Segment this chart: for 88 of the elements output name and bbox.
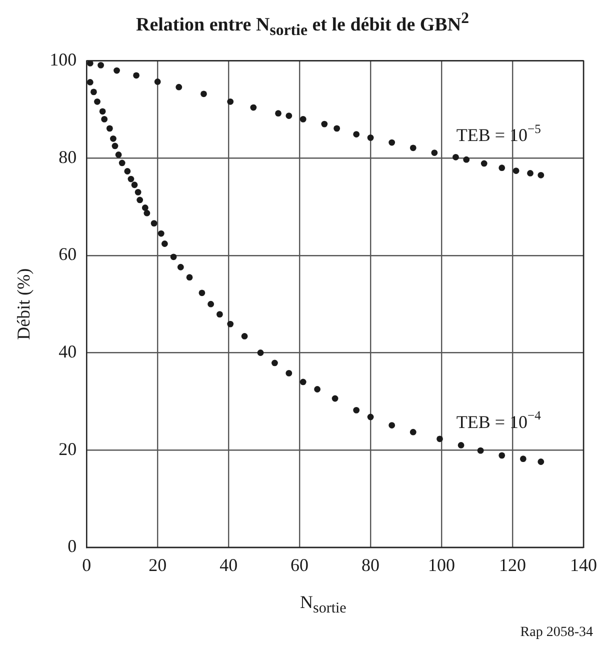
point <box>410 144 416 152</box>
point <box>198 290 206 296</box>
text: Rap 2058-34 <box>520 625 593 641</box>
point <box>94 98 100 105</box>
point <box>286 112 292 119</box>
point <box>110 135 116 142</box>
point <box>410 428 416 436</box>
point <box>512 168 520 174</box>
y-tick-label: 0 <box>68 536 77 556</box>
y-tick-label: 20 <box>58 438 77 459</box>
point <box>227 320 234 328</box>
point <box>300 116 306 122</box>
point <box>321 120 328 128</box>
point <box>498 452 506 459</box>
point <box>538 172 544 178</box>
point <box>498 164 506 172</box>
point <box>314 386 321 392</box>
point <box>388 139 396 146</box>
point <box>86 60 94 66</box>
point <box>527 170 534 176</box>
point <box>161 240 168 247</box>
x-tick-label: 140 <box>570 554 597 575</box>
point <box>101 116 108 122</box>
point <box>90 88 97 96</box>
point <box>186 274 193 281</box>
point <box>176 84 182 90</box>
point <box>106 125 113 132</box>
point <box>142 204 148 211</box>
point <box>200 90 207 98</box>
point <box>170 254 177 260</box>
point <box>353 131 360 138</box>
point <box>480 160 488 167</box>
y-tick-label: 80 <box>58 146 77 167</box>
point <box>367 134 374 141</box>
point <box>538 458 544 465</box>
point <box>300 378 306 386</box>
point <box>118 160 126 166</box>
point <box>86 79 94 86</box>
point <box>431 150 438 156</box>
point <box>150 220 158 227</box>
x-tick-label: 40 <box>220 554 238 575</box>
point <box>124 168 131 174</box>
y-tick-label: 60 <box>58 244 77 264</box>
point <box>154 78 161 85</box>
y-tick-label: 100 <box>50 50 77 70</box>
point <box>452 154 459 160</box>
x-tick-label: 20 <box>148 554 167 575</box>
point <box>353 406 360 414</box>
point <box>144 210 150 216</box>
point <box>115 152 122 158</box>
point <box>131 182 138 188</box>
x-tick-label: 60 <box>290 554 309 575</box>
point <box>520 456 526 462</box>
point <box>227 98 234 105</box>
point <box>133 72 140 79</box>
point <box>208 300 214 308</box>
point <box>388 422 396 428</box>
chart-title: Relation entre N$_{sortie}$ et le débit de GBN$^{2}$ <box>135 10 470 40</box>
point <box>286 370 292 376</box>
point <box>114 67 120 74</box>
point <box>477 447 484 454</box>
point <box>367 414 374 420</box>
point <box>332 395 338 402</box>
point <box>216 311 223 318</box>
point <box>128 176 134 182</box>
point <box>436 436 443 442</box>
x-axis-title: N$_{sortie}$ <box>300 592 346 618</box>
point <box>257 350 264 356</box>
point <box>158 230 164 237</box>
point <box>177 264 184 270</box>
y-axis-title: Débit (%) <box>14 268 34 340</box>
point <box>134 188 142 196</box>
y-tick-label: 40 <box>58 341 77 362</box>
x-tick-label: 100 <box>428 554 456 575</box>
x-tick-label: 120 <box>499 554 526 575</box>
point <box>241 333 248 340</box>
point <box>458 442 464 448</box>
point <box>463 156 470 163</box>
x-tick-label: 0 <box>82 554 92 575</box>
point <box>98 62 104 68</box>
point <box>99 108 106 115</box>
point <box>136 196 144 204</box>
point <box>272 360 278 366</box>
point <box>250 104 257 111</box>
point <box>334 125 340 132</box>
x-tick-label: 80 <box>362 554 380 575</box>
point <box>112 142 118 150</box>
point <box>275 110 282 117</box>
